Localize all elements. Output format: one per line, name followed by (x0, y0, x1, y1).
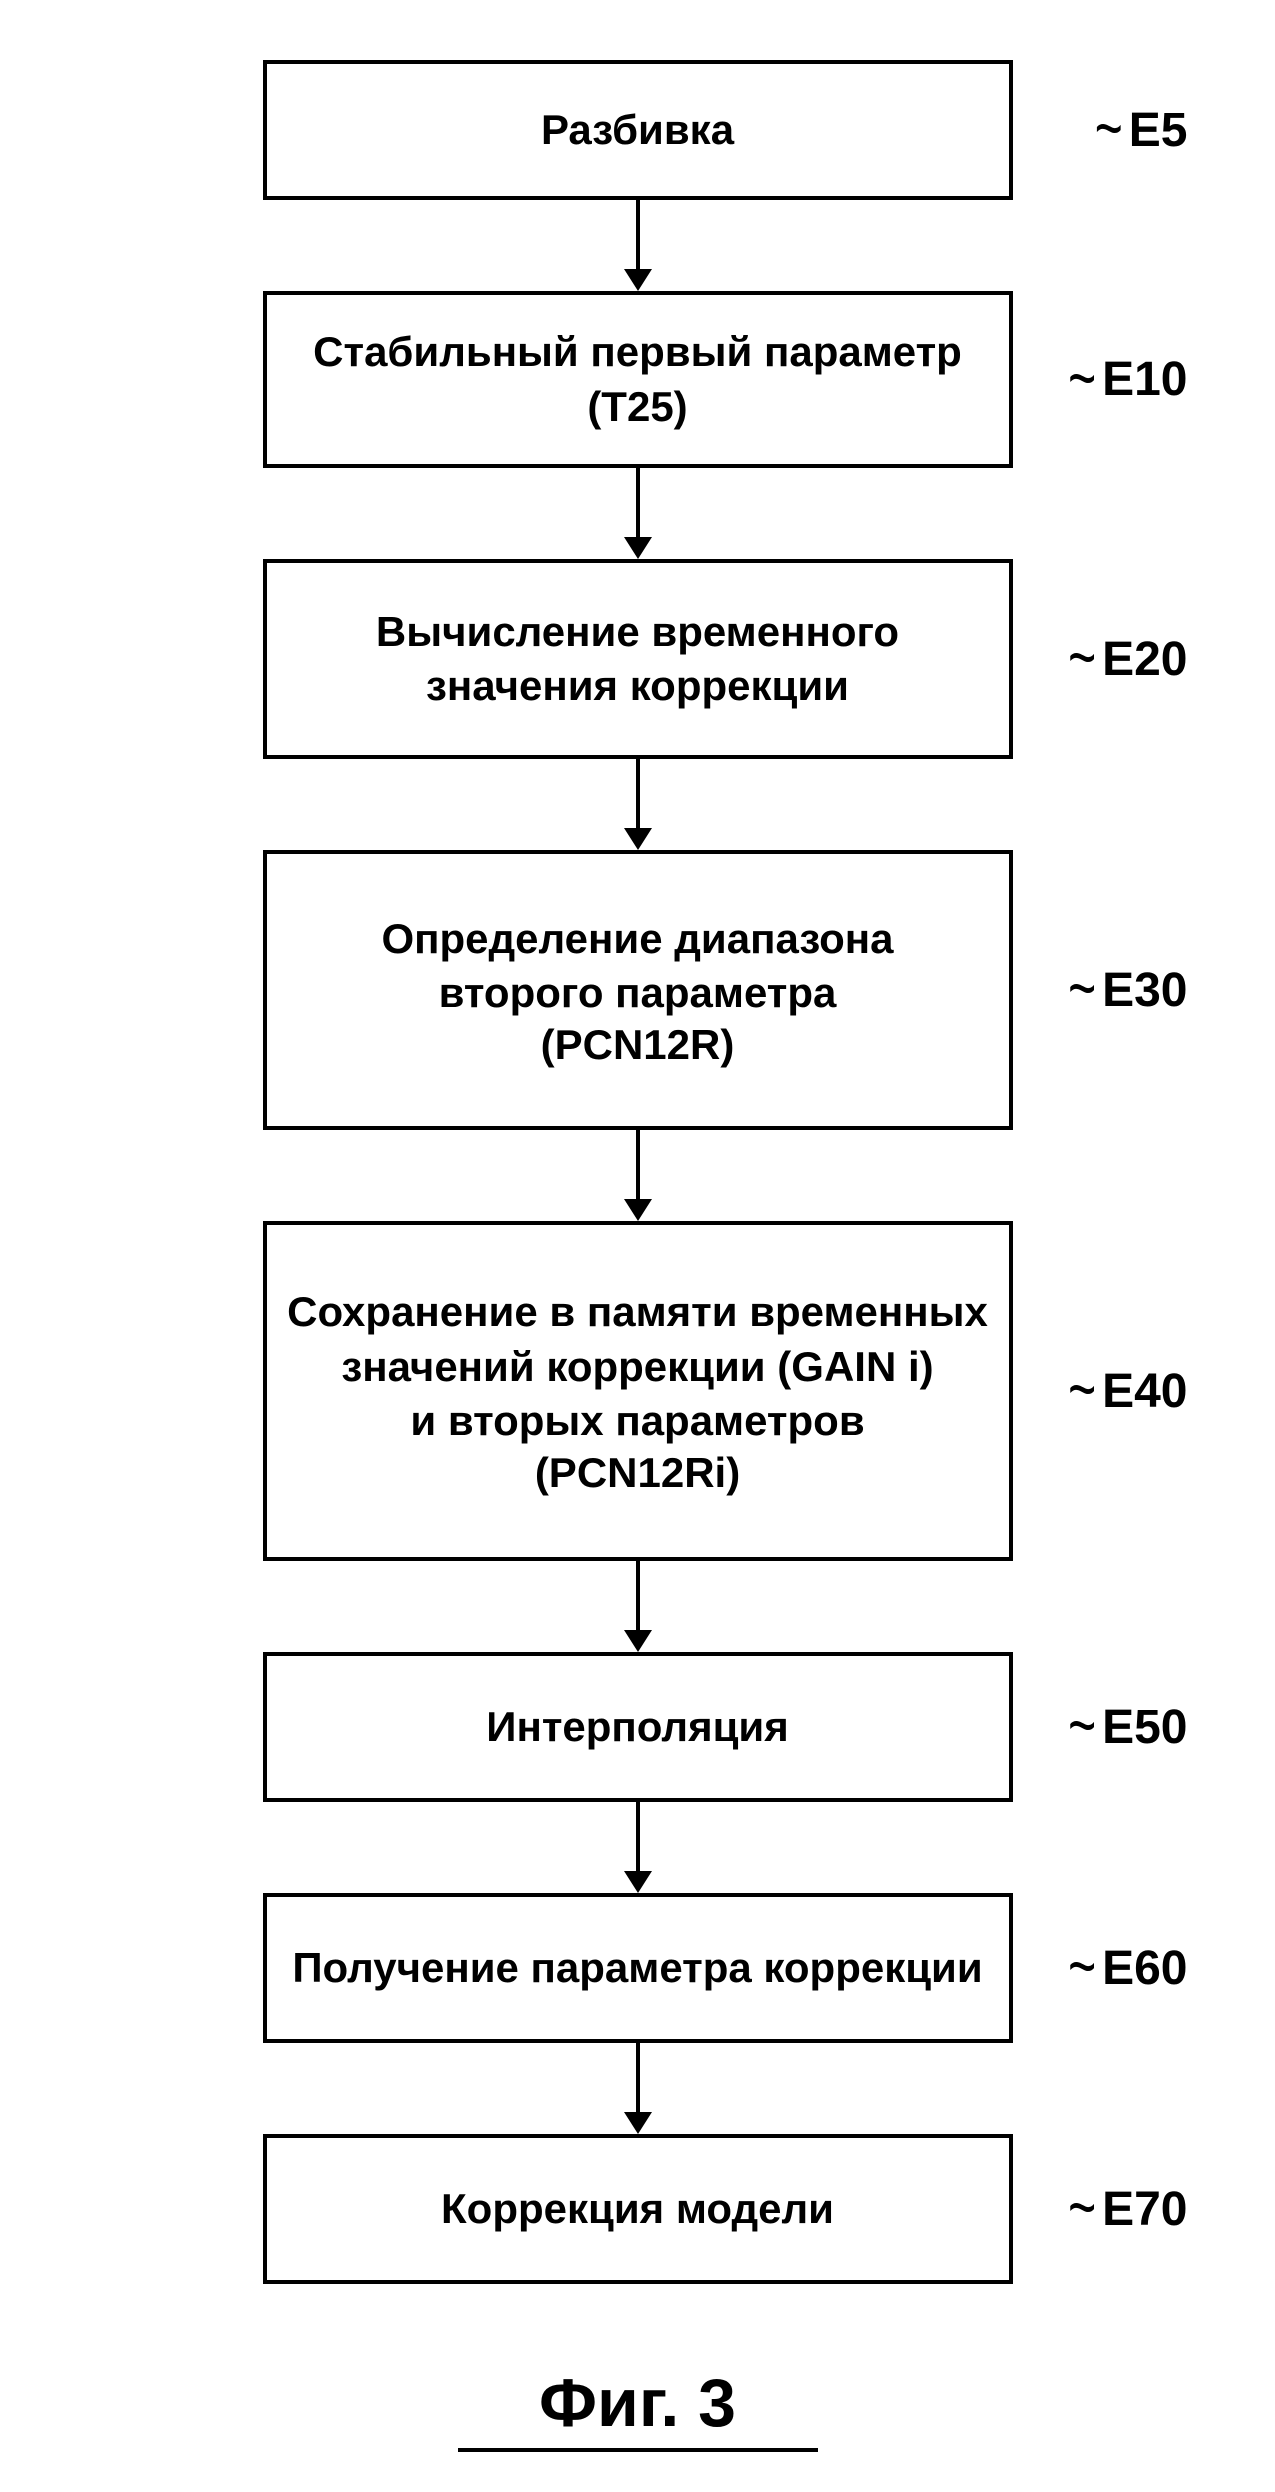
arrow-head-icon (624, 1199, 652, 1221)
flow-step-box: Разбивка (263, 60, 1013, 200)
step-row: Стабильный первый параметр (T25) ~E10 (88, 291, 1188, 468)
tilde-connector-icon: ~ (1068, 954, 1096, 1026)
step-text-line: Сохранение в памяти временных (287, 1285, 988, 1340)
step-text-line: Получение параметра коррекции (292, 1941, 982, 1996)
step-id-label: E40 (1102, 1364, 1187, 1419)
step-text-line: Коррекция модели (441, 2182, 834, 2237)
step-label-group: ~E10 (1068, 352, 1187, 407)
step-row: Коррекция модели ~E70 (88, 2134, 1188, 2284)
arrow-head-icon (624, 1871, 652, 1893)
step-id-label: E60 (1102, 1941, 1187, 1996)
step-row: Определение диапазонавторого параметра(P… (88, 850, 1188, 1130)
step-row: Получение параметра коррекции ~E60 (88, 1893, 1188, 2043)
flow-arrow-icon (624, 2043, 652, 2134)
flow-arrow-icon (624, 759, 652, 850)
arrow-head-icon (624, 269, 652, 291)
step-text-line: второго параметра (439, 966, 837, 1021)
arrow-line (636, 1561, 640, 1631)
step-id-label: E70 (1102, 2182, 1187, 2237)
step-id-label: E10 (1102, 352, 1187, 407)
step-id-label: E5 (1129, 103, 1188, 158)
arrow-line (636, 2043, 640, 2113)
step-id-label: E20 (1102, 632, 1187, 687)
step-label-group: ~E60 (1068, 1941, 1187, 1996)
step-id-label: E50 (1102, 1700, 1187, 1755)
tilde-connector-icon: ~ (1095, 94, 1123, 166)
step-id-label: E30 (1102, 963, 1187, 1018)
arrow-line (636, 468, 640, 538)
step-label-group: ~E50 (1068, 1700, 1187, 1755)
step-row: Разбивка ~E5 (88, 60, 1188, 200)
figure-caption-underline (458, 2448, 818, 2452)
flowchart: Разбивка~E5Стабильный первый параметр (T… (88, 60, 1188, 2284)
arrow-line (636, 1130, 640, 1200)
flow-step-box: Стабильный первый параметр (T25) (263, 291, 1013, 468)
step-row: Интерполяция ~E50 (88, 1652, 1188, 1802)
arrow-line (636, 1802, 640, 1872)
step-label-group: ~E5 (1095, 103, 1188, 158)
step-text-line: значения коррекции (426, 659, 849, 714)
flow-step-box: Сохранение в памяти временныхзначений ко… (263, 1221, 1013, 1561)
arrow-head-icon (624, 537, 652, 559)
arrow-head-icon (624, 1630, 652, 1652)
step-label-group: ~E20 (1068, 632, 1187, 687)
flow-arrow-icon (624, 1561, 652, 1652)
flow-step-box: Вычисление временногозначения коррекции (263, 559, 1013, 759)
arrow-head-icon (624, 2112, 652, 2134)
tilde-connector-icon: ~ (1068, 344, 1096, 416)
step-text-line: значений коррекции (GAIN i) (341, 1340, 933, 1395)
step-label-group: ~E70 (1068, 2182, 1187, 2237)
step-annotation-line: (PCN12Ri) (535, 1449, 740, 1497)
flow-arrow-icon (624, 468, 652, 559)
step-label-group: ~E40 (1068, 1364, 1187, 1419)
flow-step-box: Интерполяция (263, 1652, 1013, 1802)
step-row: Вычисление временногозначения коррекции ~… (88, 559, 1188, 759)
tilde-connector-icon: ~ (1068, 1691, 1096, 1763)
flow-arrow-icon (624, 1130, 652, 1221)
tilde-connector-icon: ~ (1068, 623, 1096, 695)
flow-arrow-icon (624, 1802, 652, 1893)
figure-caption-text: Фиг. 3 (539, 2365, 736, 2441)
flow-step-box: Коррекция модели (263, 2134, 1013, 2284)
step-text-line: Определение диапазона (381, 912, 893, 967)
arrow-line (636, 759, 640, 829)
flow-step-box: Определение диапазонавторого параметра(P… (263, 850, 1013, 1130)
arrow-head-icon (624, 828, 652, 850)
step-text-line: Разбивка (541, 103, 734, 158)
step-text-line: и вторых параметров (410, 1394, 864, 1449)
tilde-connector-icon: ~ (1068, 1355, 1096, 1427)
flow-arrow-icon (624, 200, 652, 291)
step-annotation-line: (PCN12R) (541, 1021, 735, 1069)
step-text-line: Интерполяция (486, 1700, 788, 1755)
tilde-connector-icon: ~ (1068, 2173, 1096, 2245)
step-text-line: Вычисление временного (376, 605, 899, 660)
step-text-line: Стабильный первый параметр (T25) (287, 325, 989, 434)
tilde-connector-icon: ~ (1068, 1932, 1096, 2004)
arrow-line (636, 200, 640, 270)
flow-step-box: Получение параметра коррекции (263, 1893, 1013, 2043)
step-label-group: ~E30 (1068, 963, 1187, 1018)
step-row: Сохранение в памяти временныхзначений ко… (88, 1221, 1188, 1561)
figure-caption: Фиг. 3 (458, 2364, 818, 2452)
